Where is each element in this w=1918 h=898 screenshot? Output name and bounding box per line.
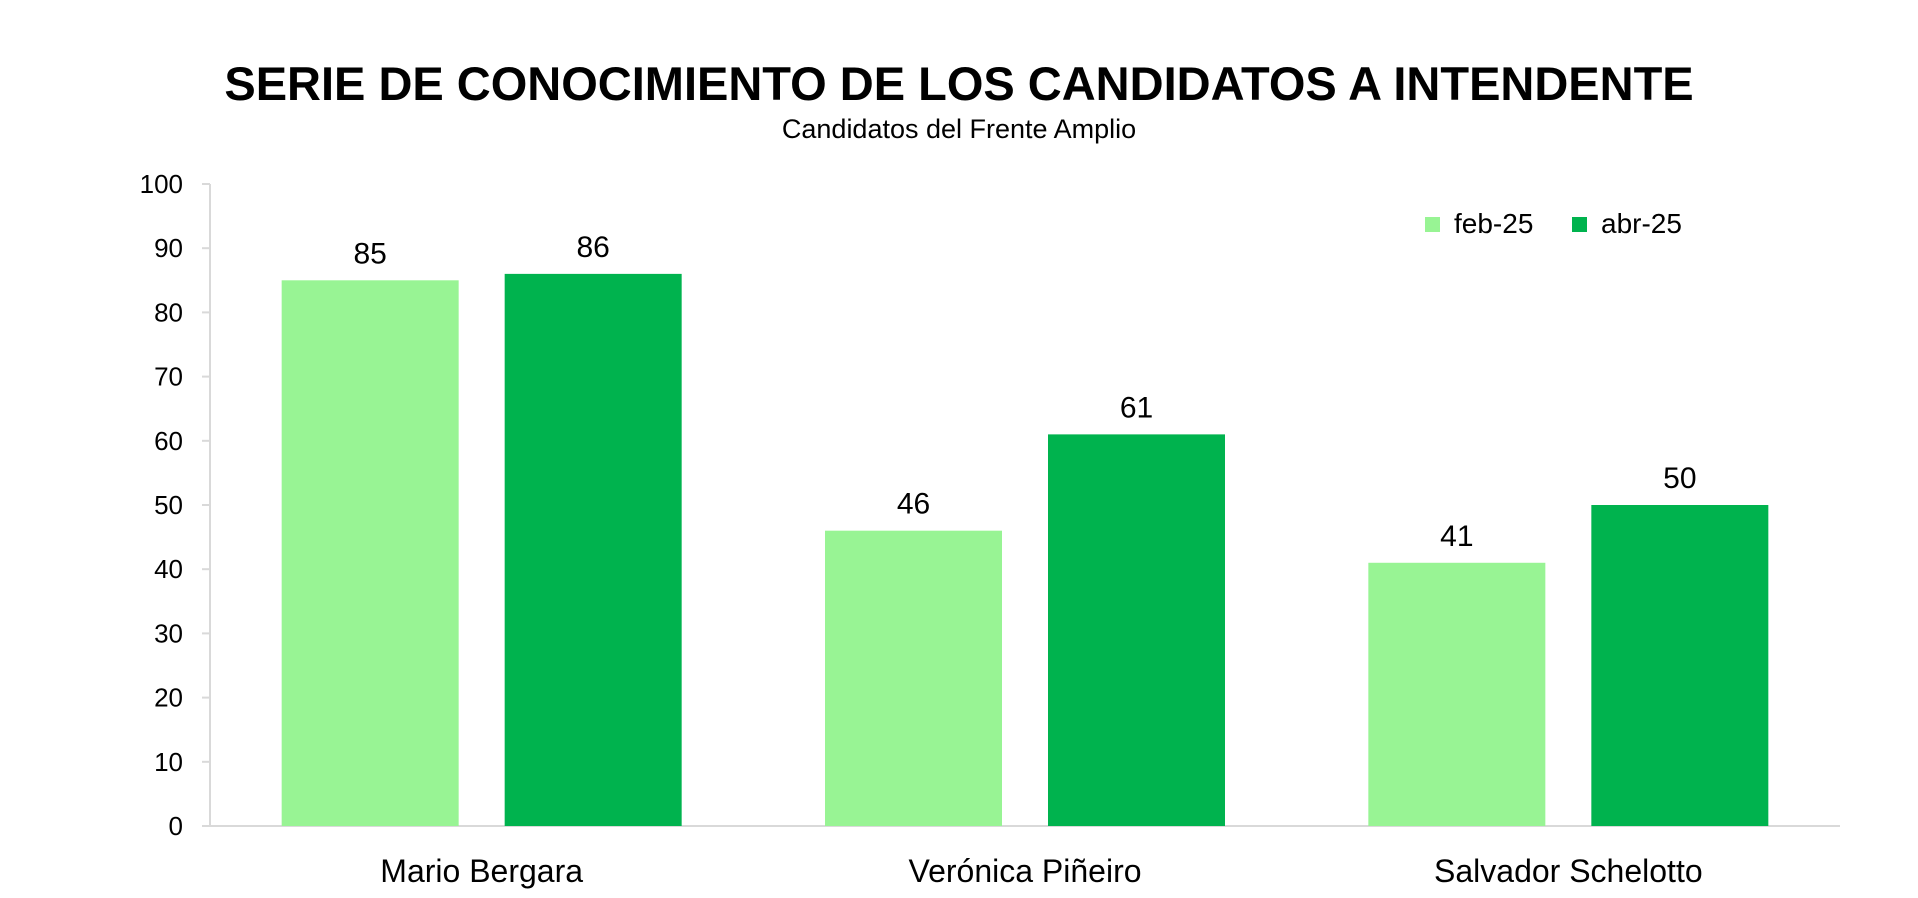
y-tick-label: 40 xyxy=(154,554,183,584)
y-tick-label: 0 xyxy=(169,811,183,841)
legend: feb-25 abr-25 xyxy=(1425,208,1682,239)
x-category-label: Mario Bergara xyxy=(380,853,583,889)
chart-subtitle: Candidatos del Frente Amplio xyxy=(782,114,1136,144)
y-tick-label: 50 xyxy=(154,490,183,520)
legend-swatch xyxy=(1425,217,1440,232)
legend-label: feb-25 xyxy=(1454,208,1533,239)
data-label: 50 xyxy=(1663,462,1696,495)
data-label: 85 xyxy=(353,237,386,270)
x-category-label: Verónica Piñeiro xyxy=(908,853,1141,889)
chart-title: SERIE DE CONOCIMIENTO DE LOS CANDIDATOS … xyxy=(224,57,1693,110)
bar-abr-25-2 xyxy=(1048,434,1225,826)
y-tick-label: 10 xyxy=(154,747,183,777)
y-tick-label: 90 xyxy=(154,233,183,263)
legend-label: abr-25 xyxy=(1601,208,1682,239)
axes: 0 10 20 30 40 50 60 70 80 90 100 Mario Bergara Verón… xyxy=(140,169,1840,889)
data-label: 61 xyxy=(1120,391,1153,424)
y-tick-label: 30 xyxy=(154,618,183,648)
bars-group: 85 86 46 61 41 50 xyxy=(281,231,1769,826)
y-tick-label: 80 xyxy=(154,297,183,327)
bar-feb-25-2 xyxy=(825,530,1002,826)
y-tick-label: 100 xyxy=(140,169,183,199)
bar-abr-25-3 xyxy=(1591,505,1769,826)
data-label: 46 xyxy=(897,488,930,521)
legend-swatch xyxy=(1572,217,1587,232)
bar-feb-25-1 xyxy=(281,280,459,826)
data-label: 41 xyxy=(1440,520,1473,553)
bar-abr-25-1 xyxy=(504,273,682,826)
x-category-label: Salvador Schelotto xyxy=(1434,853,1703,889)
y-tick-label: 70 xyxy=(154,362,183,392)
y-tick-label: 60 xyxy=(154,426,183,456)
data-label: 86 xyxy=(576,231,609,264)
bar-feb-25-3 xyxy=(1368,562,1546,826)
y-tick-label: 20 xyxy=(154,683,183,713)
